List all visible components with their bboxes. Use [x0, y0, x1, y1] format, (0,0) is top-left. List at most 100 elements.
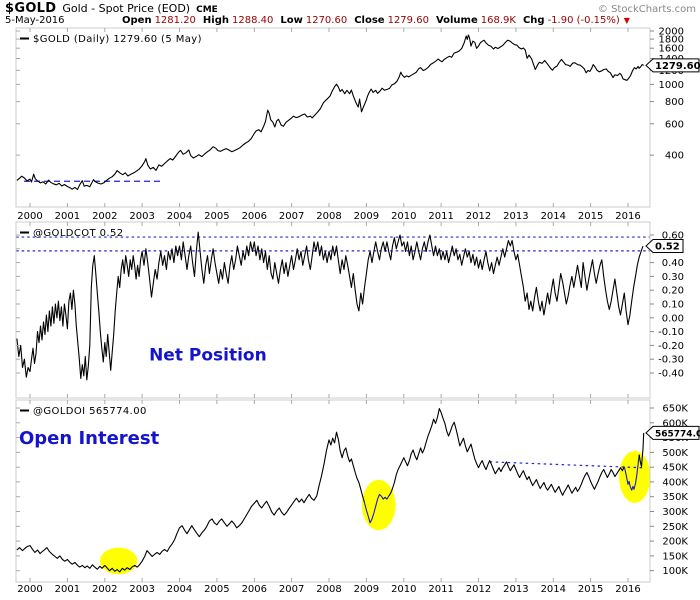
x-axis-year-label: 2009	[354, 584, 379, 595]
y-axis-label: 0.20	[662, 286, 684, 297]
y-axis-label: 0.00	[662, 313, 684, 324]
y-axis-label: 0.60	[662, 231, 684, 242]
series-line-gold-oi	[388, 408, 625, 497]
y-axis-label: 600K	[662, 418, 688, 429]
x-axis-year-label: 2000	[17, 584, 42, 595]
x-axis-year-label: 2016	[615, 584, 640, 595]
quote-volume-label: Volume	[435, 15, 478, 26]
panel-legend: @GOLDCOT 0.52	[33, 228, 124, 239]
x-axis-year-label: 2003	[129, 584, 154, 595]
x-axis-year-label: 2012	[466, 584, 491, 595]
x-axis-year-label: 2014	[541, 211, 566, 222]
quote-close-label: Close	[354, 15, 385, 26]
y-axis-label: 200K	[662, 537, 688, 548]
quote-low-value: 1270.60	[305, 15, 348, 26]
series-line-gold-oi	[363, 493, 390, 524]
x-axis-year-label: 2004	[167, 584, 192, 595]
y-axis-label: 250K	[662, 522, 688, 533]
x-axis-year-label: 2000	[17, 211, 42, 222]
x-axis-year-label: 2009	[354, 211, 379, 222]
quote-change-value: -1.90 (-0.15%)	[547, 15, 620, 26]
last-value-callout-text: 1279.60	[655, 61, 700, 72]
x-axis-year-label: 2008	[316, 211, 341, 222]
x-axis-year-label: 2003	[129, 211, 154, 222]
highlight-ellipse	[99, 547, 138, 575]
last-value-callout-text: 0.52	[655, 242, 680, 253]
y-axis-label: -0.20	[658, 341, 684, 352]
copyright: © StockCharts.com	[597, 4, 696, 15]
highlight-ellipse	[619, 450, 651, 503]
annotation-text-label: Open Interest	[19, 428, 160, 449]
quote-open-label: Open	[122, 15, 152, 26]
x-axis-year-label: 2004	[167, 211, 192, 222]
y-axis-label: 0.40	[662, 258, 684, 269]
dashed-trendline	[489, 461, 643, 469]
panel-legend: @GOLDOI 565774.00	[33, 406, 147, 417]
x-axis-year-label: 2011	[428, 211, 453, 222]
symbol-description: Gold - Spot Price (EOD)	[62, 2, 191, 15]
y-axis-label: 150K	[662, 551, 688, 562]
x-axis-year-label: 2014	[541, 584, 566, 595]
y-axis-label: 0.30	[662, 272, 684, 283]
x-axis-year-label: 2012	[466, 211, 491, 222]
y-axis-label: 100K	[662, 566, 688, 577]
quote-high-value: 1288.40	[232, 15, 274, 26]
change-down-arrow-icon: ▼	[623, 16, 630, 25]
y-axis-label: -0.30	[658, 355, 684, 366]
quote-volume-value: 168.9K	[480, 15, 516, 26]
series-line-gold-price	[16, 34, 644, 191]
series-line-gold-oi	[638, 432, 645, 468]
y-axis-label: 300K	[662, 507, 688, 518]
chart-title-bar: $GOLD Gold - Spot Price (EOD) CME © Stoc…	[5, 1, 696, 16]
x-axis-year-label: 2005	[204, 211, 229, 222]
y-axis-label: 350K	[662, 492, 688, 503]
quote-open-value: 1281.20	[154, 15, 196, 26]
y-axis-label: 600	[665, 119, 684, 130]
x-axis-year-label: 2002	[92, 584, 117, 595]
y-axis-label: 0.10	[662, 300, 684, 311]
y-axis-label: 2000	[659, 27, 684, 38]
quote-high-label: High	[202, 15, 229, 26]
x-axis-year-label: 2001	[55, 211, 80, 222]
x-axis-year-label: 2007	[279, 584, 304, 595]
y-axis-label: 800	[665, 97, 684, 108]
series-line-gold-cot	[16, 231, 644, 381]
x-axis-year-label: 2010	[391, 211, 416, 222]
x-axis-year-label: 2016	[615, 211, 640, 222]
quote-date: 5-May-2016	[5, 15, 65, 26]
y-axis-label: 400K	[662, 477, 688, 488]
last-value-callout	[645, 239, 684, 253]
symbol: $GOLD	[5, 1, 57, 16]
panel-border	[15, 221, 651, 399]
last-value-callout-text: 565774.0	[655, 429, 700, 439]
panel-gold-cot: Net Position0.600.500.400.300.200.100.00…	[15, 221, 684, 399]
x-axis-year-label: 2007	[279, 211, 304, 222]
highlight-ellipse	[361, 479, 396, 531]
x-axis-year-label: 2008	[316, 584, 341, 595]
panel-gold-price: 400600800100012001400160018002000$GOLD (…	[15, 27, 700, 208]
x-axis-year-label: 2005	[204, 584, 229, 595]
y-axis-label: 450K	[662, 463, 688, 474]
y-axis-label: 1600	[659, 44, 684, 55]
y-axis-label: 500K	[662, 448, 688, 459]
x-axis-year-label: 2015	[578, 584, 603, 595]
x-axis-year-label: 2006	[242, 211, 267, 222]
x-axis-year-label: 2001	[55, 584, 80, 595]
quote-change-label: Chg	[522, 15, 545, 26]
y-axis-label: -0.10	[658, 327, 684, 338]
x-axis-year-label: 2006	[242, 584, 267, 595]
quote-low-label: Low	[280, 15, 303, 26]
panel-gold-oi: Open Interest650K600K550K500K450K400K350…	[15, 399, 700, 583]
last-value-callout	[645, 425, 700, 440]
panel-border	[15, 27, 651, 208]
x-axis-year-label: 2013	[503, 211, 528, 222]
quote-summary-bar: 5-May-2016 Open 1281.20 High 1288.40 Low…	[5, 15, 696, 26]
x-axis-year-label: 2013	[503, 584, 528, 595]
exchange-label: CME	[196, 5, 218, 15]
series-line-gold-oi	[623, 454, 640, 491]
y-axis-label: 400	[665, 151, 684, 162]
series-line-gold-oi	[16, 431, 366, 573]
y-axis-label: -0.40	[658, 369, 684, 380]
